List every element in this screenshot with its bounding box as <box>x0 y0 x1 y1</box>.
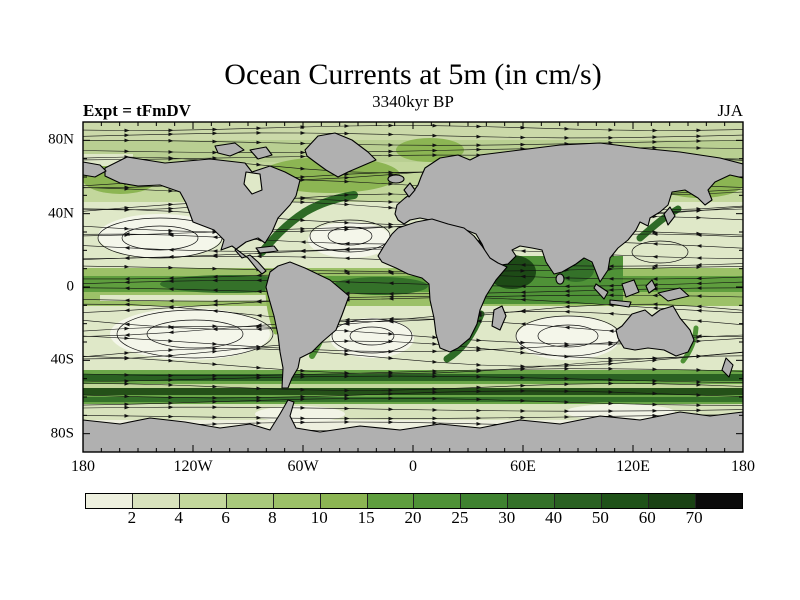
streamline <box>83 131 743 140</box>
australia <box>615 305 695 357</box>
lon-tick-label-60e: 60E <box>510 458 536 475</box>
streamline <box>83 405 743 414</box>
streamline <box>83 138 743 148</box>
south-america <box>265 261 350 389</box>
gyre-streamline <box>327 226 373 246</box>
colorbar-segment <box>601 494 649 508</box>
lon-tick-label-120w: 120W <box>173 458 213 475</box>
colorbar-segment <box>86 494 132 508</box>
lat-tick-label-40n: 40N <box>48 205 74 222</box>
lon-tick-label-60w: 60W <box>287 458 319 475</box>
gyre-streamline <box>349 326 395 346</box>
figure-subtitle: 3340kyr BP <box>372 92 454 111</box>
streamline <box>83 374 743 384</box>
colorbar-segment <box>413 494 461 508</box>
colorbar-label: 4 <box>174 508 183 527</box>
colorbar-label: 25 <box>451 508 469 527</box>
figure-title: Ocean Currents at 5m (in cm/s) <box>224 58 602 91</box>
lat-tick-label-40s: 40S <box>50 351 74 368</box>
colorbar-label: 30 <box>498 508 516 527</box>
colorbar-tick-labels: 2 4 6 8 10 15 20 25 30 40 50 60 70 <box>85 508 741 530</box>
gyre-streamline <box>116 309 274 359</box>
africa <box>377 218 508 353</box>
colorbar-segment <box>319 494 367 508</box>
colorbar-segment <box>507 494 555 508</box>
lon-tick-label-180e: 180 <box>731 458 755 475</box>
lat-tick-label-0: 0 <box>66 278 75 295</box>
gyre-streamline <box>121 225 199 251</box>
colorbar-label: 40 <box>545 508 563 527</box>
colorbar-segment <box>460 494 508 508</box>
land-layer <box>83 132 743 452</box>
streamline <box>83 396 743 408</box>
gyre-streamline <box>309 219 391 253</box>
colorbar-label: 50 <box>591 508 609 527</box>
lat-tick-label-80s: 80S <box>50 425 74 442</box>
lon-tick-label-180w: 180 <box>71 458 95 475</box>
gyre-streamline <box>331 318 413 354</box>
colorbar-segment <box>178 494 226 508</box>
gyre-streamline <box>631 240 689 264</box>
colorbar-label: 70 <box>685 508 703 527</box>
gyre-streamline <box>146 319 244 349</box>
colorbar-segment <box>694 494 742 508</box>
colorbar-label: 8 <box>268 508 277 527</box>
colorbar-label: 20 <box>404 508 422 527</box>
japan <box>663 206 676 226</box>
colorbar-label: 10 <box>310 508 328 527</box>
colorbar-segment <box>272 494 320 508</box>
experiment-label: Expt = tFmDV <box>83 101 191 120</box>
colorbar-label: 2 <box>127 508 137 527</box>
colorbar-segment <box>225 494 273 508</box>
colorbar-segment <box>131 494 179 508</box>
gyre-streamline <box>537 324 599 348</box>
colorbar-segment <box>648 494 695 508</box>
greenland <box>304 132 377 178</box>
streamline <box>83 413 743 421</box>
colorbar-label: 60 <box>638 508 656 527</box>
season-label: JJA <box>717 101 743 120</box>
axis-ticks <box>82 121 744 453</box>
colorbar-label: 6 <box>221 508 230 527</box>
madagascar <box>491 305 507 331</box>
new-guinea <box>657 287 690 302</box>
colorbar <box>85 493 743 509</box>
colorbar-segment <box>366 494 414 508</box>
lat-tick-label-80n: 80N <box>48 131 74 148</box>
antarctica <box>83 399 743 452</box>
lon-tick-label-120e: 120E <box>616 458 650 475</box>
colorbar-label: 15 <box>357 508 375 527</box>
new-zealand <box>721 357 734 378</box>
colorbar-segment <box>554 494 602 508</box>
lon-tick-label-0: 0 <box>409 458 417 475</box>
